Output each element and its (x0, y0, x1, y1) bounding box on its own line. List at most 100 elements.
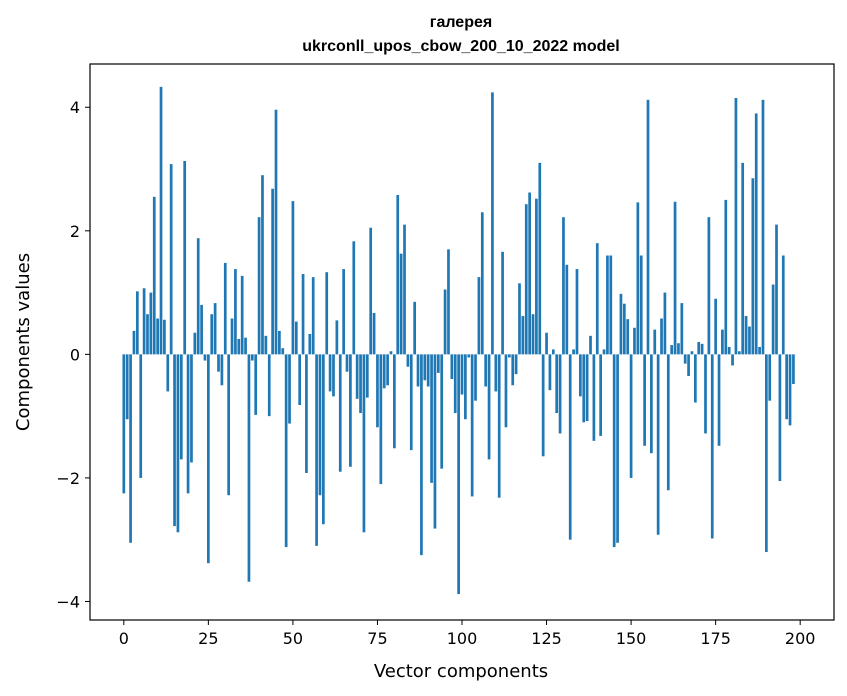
bar (693, 354, 697, 403)
bar (677, 343, 680, 355)
bar (190, 354, 193, 463)
y-tick-label: 2 (70, 222, 80, 241)
bar (528, 192, 531, 355)
bar (203, 354, 207, 361)
x-tick-label: 175 (700, 629, 731, 648)
bar (744, 316, 748, 355)
bar (267, 354, 271, 417)
bar (555, 354, 559, 414)
x-tick-label: 0 (119, 629, 129, 648)
bar (308, 333, 312, 355)
y-axis-ticks: −4 −2 0 2 4 (56, 98, 90, 611)
bar (687, 354, 690, 376)
bar (423, 354, 427, 381)
bar (606, 255, 609, 355)
bar (321, 354, 325, 525)
bar (467, 354, 471, 358)
bar (135, 291, 139, 355)
bar (734, 97, 738, 355)
bar (680, 303, 684, 355)
bar (741, 162, 745, 355)
bar (413, 301, 417, 355)
x-tick-label: 50 (283, 629, 303, 648)
bar (450, 354, 454, 380)
bar (284, 354, 288, 548)
bar (650, 354, 653, 454)
bar (409, 354, 413, 451)
bar (484, 354, 488, 387)
bar (207, 354, 210, 564)
y-axis-label: Components values (13, 253, 34, 431)
bar (240, 275, 244, 355)
bar (575, 269, 579, 355)
bar (152, 196, 156, 355)
bar (491, 92, 494, 355)
bar (176, 354, 180, 533)
bar (257, 217, 261, 355)
bar (305, 354, 308, 473)
bar (349, 354, 352, 467)
bar (683, 354, 687, 364)
bar (531, 314, 535, 355)
bar (291, 201, 295, 355)
bar (673, 201, 677, 355)
bar (433, 354, 437, 529)
bar (656, 354, 660, 535)
bar (717, 354, 721, 446)
y-tick-label: 0 (70, 345, 80, 364)
bar (328, 354, 332, 392)
bar (599, 354, 603, 436)
bar (538, 162, 542, 355)
bar (633, 327, 636, 355)
bar (352, 241, 356, 355)
bar (457, 354, 460, 595)
bar (220, 354, 224, 386)
bar (250, 354, 254, 361)
bar (501, 251, 504, 355)
bar (379, 354, 383, 485)
bar (420, 354, 423, 556)
bar (227, 354, 231, 496)
bar (477, 277, 481, 355)
bar (399, 253, 403, 355)
bar (602, 349, 606, 355)
bar (700, 343, 704, 355)
bar (382, 354, 386, 389)
bars-group (122, 86, 795, 595)
bar (565, 264, 569, 355)
bar (754, 113, 758, 355)
x-tick-label: 75 (367, 629, 387, 648)
bar (179, 354, 183, 460)
bar (704, 354, 707, 434)
bar (254, 354, 258, 415)
bar (507, 354, 511, 358)
bar (261, 175, 264, 355)
bar (196, 238, 200, 355)
bar (616, 354, 619, 543)
bar (771, 284, 775, 355)
bar (775, 224, 778, 355)
plot-area-frame (89, 63, 835, 621)
bar (217, 354, 220, 372)
bar (149, 292, 153, 355)
bar (440, 354, 444, 469)
bar (721, 329, 724, 355)
bar (731, 354, 734, 366)
bar (453, 354, 457, 414)
bar (619, 293, 623, 355)
bar (345, 354, 349, 372)
bar (629, 354, 633, 478)
bar (376, 354, 379, 428)
bar (518, 283, 521, 355)
bar (142, 288, 146, 355)
bar (727, 346, 731, 355)
bar (670, 345, 674, 355)
bar (332, 354, 335, 397)
bar (132, 330, 136, 355)
bar (372, 312, 376, 355)
bar (193, 332, 197, 355)
bar (396, 194, 400, 355)
bar (159, 86, 163, 355)
y-tick-label: 4 (70, 98, 80, 117)
